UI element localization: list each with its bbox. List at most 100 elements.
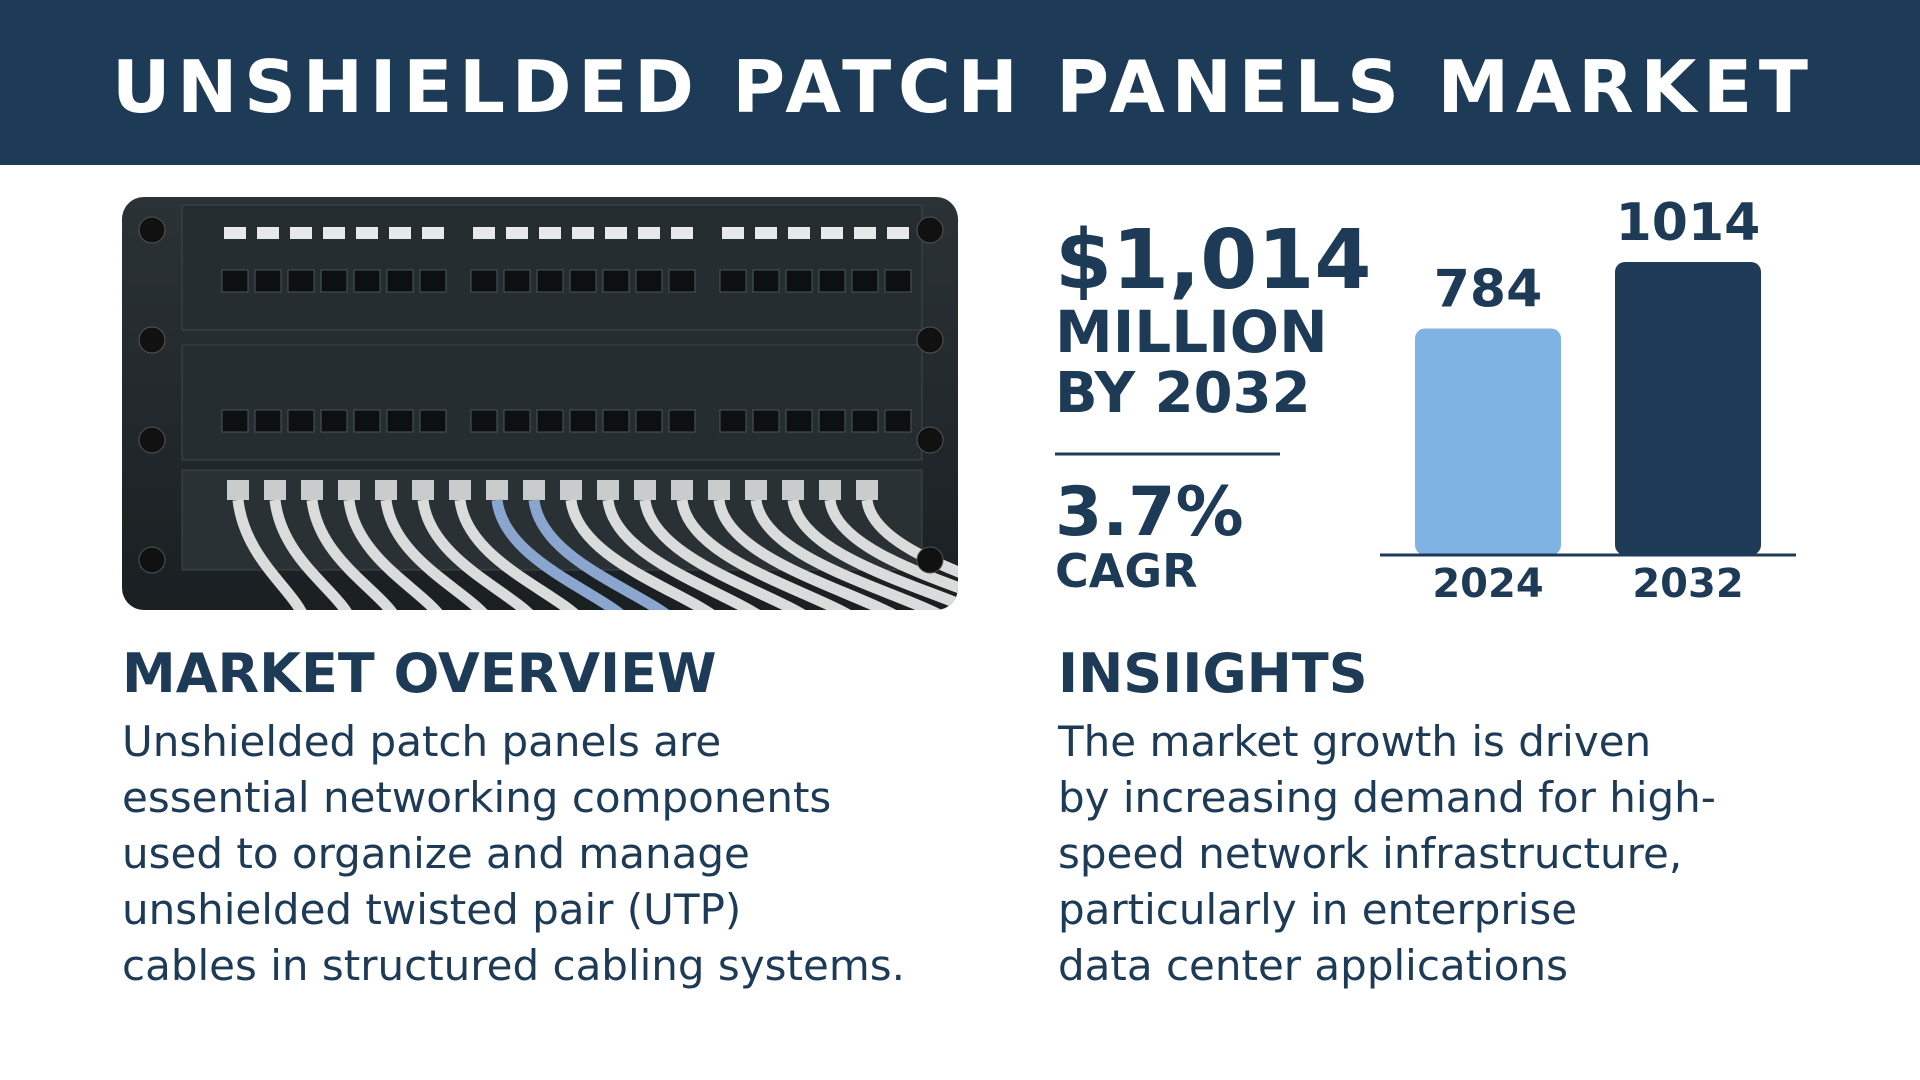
port bbox=[569, 409, 597, 433]
cable bbox=[861, 498, 958, 610]
port-label bbox=[473, 227, 495, 239]
port bbox=[602, 269, 630, 293]
rack-screw bbox=[916, 326, 944, 354]
port bbox=[320, 269, 348, 293]
cable bbox=[787, 498, 958, 610]
plug bbox=[856, 480, 878, 500]
cable bbox=[491, 499, 631, 610]
cable bbox=[306, 499, 402, 610]
cable bbox=[750, 498, 952, 610]
port bbox=[386, 269, 414, 293]
port bbox=[320, 409, 348, 433]
port bbox=[602, 409, 630, 433]
port bbox=[569, 269, 597, 293]
port bbox=[785, 269, 813, 293]
port bbox=[353, 269, 381, 293]
port-label bbox=[887, 227, 909, 239]
rack-screw bbox=[138, 426, 166, 454]
rack-screw bbox=[916, 546, 944, 574]
rack-screw bbox=[138, 326, 166, 354]
plug bbox=[782, 480, 804, 500]
port bbox=[536, 409, 564, 433]
cable bbox=[380, 499, 494, 610]
port bbox=[254, 409, 282, 433]
bar bbox=[1415, 328, 1561, 555]
cable bbox=[269, 499, 357, 610]
port-label bbox=[506, 227, 528, 239]
port bbox=[536, 269, 564, 293]
port bbox=[668, 409, 696, 433]
headline-unit: MILLION bbox=[1055, 298, 1328, 366]
cable bbox=[232, 499, 311, 610]
plug bbox=[264, 480, 286, 500]
port-label bbox=[722, 227, 744, 239]
port-label bbox=[788, 227, 810, 239]
cable bbox=[713, 498, 906, 610]
port bbox=[470, 409, 498, 433]
port bbox=[818, 269, 846, 293]
port bbox=[353, 409, 381, 433]
port bbox=[635, 409, 663, 433]
plug bbox=[597, 480, 619, 500]
port bbox=[884, 269, 912, 293]
plug bbox=[671, 480, 693, 500]
port-label bbox=[356, 227, 378, 239]
plug bbox=[708, 480, 730, 500]
value-label: 784 bbox=[1434, 259, 1543, 319]
headline-period: BY 2032 bbox=[1055, 361, 1311, 426]
category-label: 2032 bbox=[1632, 561, 1743, 607]
port bbox=[752, 269, 780, 293]
cable bbox=[602, 498, 769, 610]
port bbox=[635, 269, 663, 293]
port bbox=[785, 409, 813, 433]
port bbox=[419, 409, 447, 433]
port bbox=[719, 269, 747, 293]
value-label: 1014 bbox=[1616, 193, 1761, 253]
bar-chart: 784 2024 1014 2032 bbox=[1380, 193, 1796, 607]
cable bbox=[454, 499, 586, 610]
port-label bbox=[572, 227, 594, 239]
cable bbox=[528, 498, 677, 610]
overview-title: MARKET OVERVIEW bbox=[122, 642, 717, 705]
plug bbox=[634, 480, 656, 500]
rack-screw bbox=[138, 546, 166, 574]
port bbox=[221, 269, 249, 293]
insights-text-line: speed network infrastructure, bbox=[1058, 829, 1682, 878]
insights-text-line: particularly in enterprise bbox=[1058, 885, 1577, 934]
port bbox=[719, 409, 747, 433]
port-label bbox=[755, 227, 777, 239]
cable bbox=[417, 499, 540, 610]
overview-text-line: essential networking components bbox=[122, 773, 831, 822]
port-label bbox=[224, 227, 246, 239]
plug bbox=[227, 480, 249, 500]
cable bbox=[639, 498, 815, 610]
overview-text-line: cables in structured cabling systems. bbox=[122, 941, 905, 990]
port-label bbox=[671, 227, 693, 239]
cable bbox=[343, 499, 448, 610]
port bbox=[287, 269, 315, 293]
insights-text-line: data center applications bbox=[1058, 941, 1568, 990]
overview-text-line: Unshielded patch panels are bbox=[122, 717, 721, 766]
plug bbox=[449, 480, 471, 500]
plug bbox=[523, 480, 545, 500]
port bbox=[884, 409, 912, 433]
growth-label: CAGR bbox=[1055, 544, 1198, 598]
port bbox=[419, 269, 447, 293]
plug bbox=[412, 480, 434, 500]
cable bbox=[824, 498, 958, 610]
overview-text-line: unshielded twisted pair (UTP) bbox=[122, 885, 741, 934]
port-label bbox=[821, 227, 843, 239]
cable bbox=[565, 498, 723, 610]
cable bbox=[676, 498, 861, 610]
port-label bbox=[389, 227, 411, 239]
port bbox=[221, 409, 249, 433]
port bbox=[470, 269, 498, 293]
insights-text-line: by increasing demand for high- bbox=[1058, 773, 1716, 822]
port-label bbox=[290, 227, 312, 239]
port-label bbox=[605, 227, 627, 239]
plug bbox=[819, 480, 841, 500]
overview-text-line: used to organize and manage bbox=[122, 829, 750, 878]
port bbox=[254, 269, 282, 293]
